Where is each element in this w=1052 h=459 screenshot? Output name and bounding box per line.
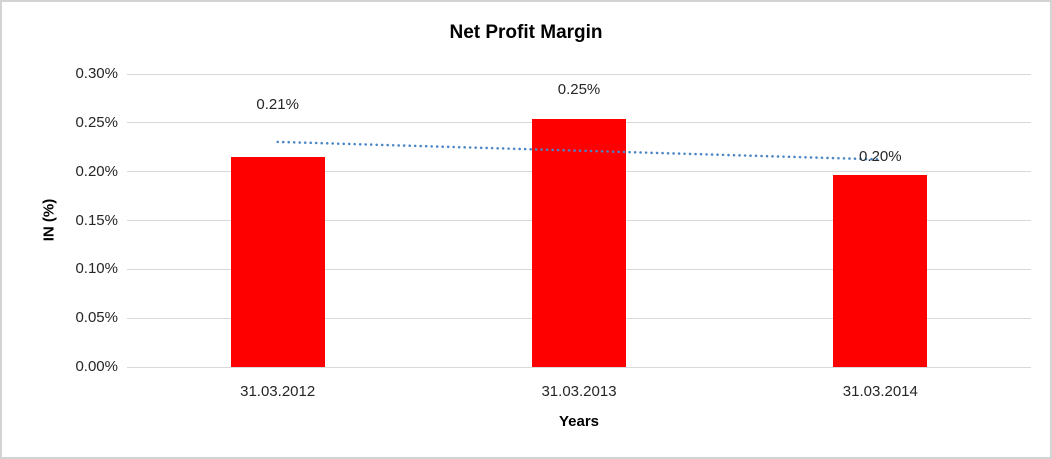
chart-title: Net Profit Margin (449, 22, 603, 43)
gridline (127, 73, 1031, 75)
y-tick-label: 0.10% (75, 260, 118, 278)
y-tick-label: 0.30% (75, 65, 118, 82)
bar (230, 157, 325, 367)
data-label: 0.25% (557, 80, 601, 98)
bar (833, 174, 928, 367)
bar (532, 118, 626, 367)
x-tick-label: 31.03.2013 (541, 383, 617, 400)
y-tick-label: 0.20% (75, 162, 118, 180)
y-tick-label: 0.25% (75, 113, 118, 131)
x-tick-label: 31.03.2012 (240, 383, 316, 400)
data-label: 0.20% (859, 147, 902, 165)
y-tick-label: 0.00% (75, 358, 118, 375)
x-tick-label: 31.03.2014 (842, 383, 918, 400)
data-label: 0.21% (256, 96, 299, 114)
y-axis-tick-labels: 0.00% 0.05% 0.10% 0.15% 0.20% 0.25% 0.30% (2, 65, 118, 375)
plot-area: 0.21% 0.25% 0.20% (127, 73, 1031, 368)
x-axis-tick-labels: Years 31.03.2012 31.03.2013 31.03.2014 (127, 367, 1031, 457)
y-tick-label: 0.05% (75, 309, 118, 327)
trendline-dotted (276, 140, 882, 161)
x-axis-title: Years (558, 413, 600, 430)
y-tick-label: 0.15% (75, 211, 118, 229)
gridline (127, 366, 1031, 368)
